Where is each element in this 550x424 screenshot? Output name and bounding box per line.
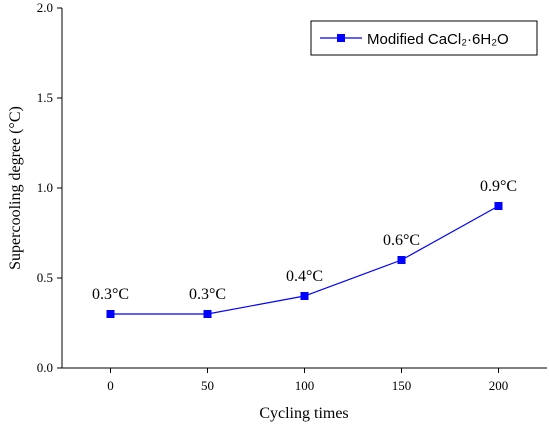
y-tick-label-3: 1.5 — [37, 90, 53, 105]
data-point-2 — [300, 292, 309, 300]
data-labels: 0.3°C 0.3°C 0.4°C 0.6°C 0.9°C — [92, 178, 517, 303]
x-axis-title: Cycling times — [259, 405, 348, 422]
y-tick-label-1: 0.5 — [37, 270, 53, 285]
data-point-4 — [494, 202, 503, 210]
x-tick-label-100: 100 — [295, 378, 315, 393]
data-label-3: 0.6°C — [383, 232, 420, 249]
legend-marker — [337, 34, 345, 42]
x-tick-label-200: 200 — [489, 378, 509, 393]
x-ticks: 0 50 100 150 200 — [107, 368, 508, 393]
data-label-2: 0.4°C — [286, 268, 323, 285]
y-ticks: 0.0 0.5 1.0 1.5 2.0 — [37, 0, 62, 375]
x-tick-label-150: 150 — [392, 378, 412, 393]
data-point-1 — [203, 310, 212, 318]
x-tick-label-0: 0 — [107, 378, 114, 393]
y-axis-title: Supercooling degree (°C) — [7, 106, 24, 270]
y-tick-label-2: 1.0 — [37, 180, 53, 195]
x-tick-label-50: 50 — [201, 378, 214, 393]
series-points — [106, 202, 503, 318]
legend-label: Modified CaCl₂·6H₂O — [367, 31, 509, 48]
legend: Modified CaCl₂·6H₂O — [310, 20, 538, 56]
data-label-4: 0.9°C — [480, 178, 517, 195]
y-tick-label-0: 0.0 — [37, 360, 53, 375]
y-tick-label-4: 2.0 — [37, 0, 53, 15]
data-point-3 — [397, 256, 406, 264]
data-label-0: 0.3°C — [92, 286, 129, 303]
data-label-1: 0.3°C — [189, 286, 226, 303]
data-point-0 — [106, 310, 115, 318]
